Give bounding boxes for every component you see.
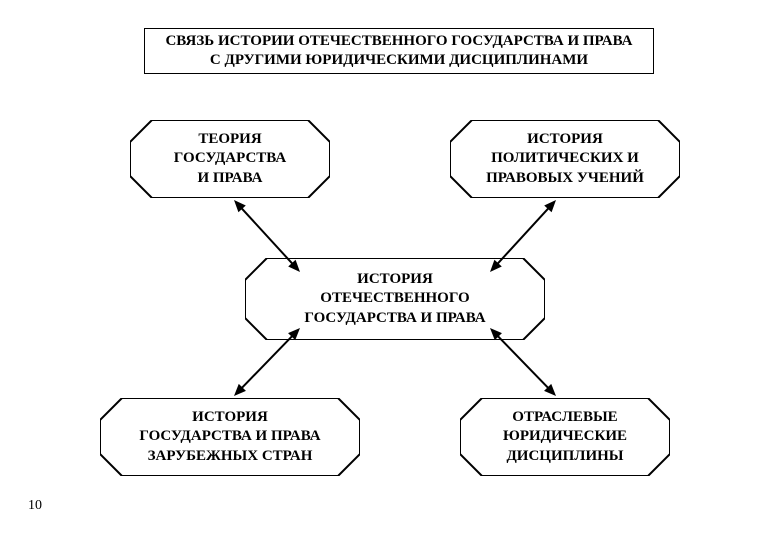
node-history-domestic-state-law: ИСТОРИЯОТЕЧЕСТВЕННОГОГОСУДАРСТВА И ПРАВА xyxy=(245,258,545,340)
node-history-political-legal-doctrines: ИСТОРИЯПОЛИТИЧЕСКИХ ИПРАВОВЫХ УЧЕНИЙ xyxy=(450,120,680,198)
node-label: ИСТОРИЯГОСУДАРСТВА И ПРАВАЗАРУБЕЖНЫХ СТР… xyxy=(127,408,332,467)
node-history-foreign-state-law: ИСТОРИЯГОСУДАРСТВА И ПРАВАЗАРУБЕЖНЫХ СТР… xyxy=(100,398,360,476)
diagram-title-line1: СВЯЗЬ ИСТОРИИ ОТЕЧЕСТВЕННОГО ГОСУДАРСТВА… xyxy=(165,32,632,51)
node-label: ТЕОРИЯГОСУДАРСТВАИ ПРАВА xyxy=(162,130,298,189)
node-label: ИСТОРИЯПОЛИТИЧЕСКИХ ИПРАВОВЫХ УЧЕНИЙ xyxy=(474,130,656,189)
node-branch-legal-disciplines: ОТРАСЛЕВЫЕЮРИДИЧЕСКИЕДИСЦИПЛИНЫ xyxy=(460,398,670,476)
diagram-title-box: СВЯЗЬ ИСТОРИИ ОТЕЧЕСТВЕННОГО ГОСУДАРСТВА… xyxy=(144,28,654,74)
diagram-title-line2: С ДРУГИМИ ЮРИДИЧЕСКИМИ ДИСЦИПЛИНАМИ xyxy=(210,51,588,70)
page-number: 10 xyxy=(28,498,42,514)
node-label: ИСТОРИЯОТЕЧЕСТВЕННОГОГОСУДАРСТВА И ПРАВА xyxy=(292,270,497,329)
node-label: ОТРАСЛЕВЫЕЮРИДИЧЕСКИЕДИСЦИПЛИНЫ xyxy=(491,408,639,467)
node-theory-state-law: ТЕОРИЯГОСУДАРСТВАИ ПРАВА xyxy=(130,120,330,198)
